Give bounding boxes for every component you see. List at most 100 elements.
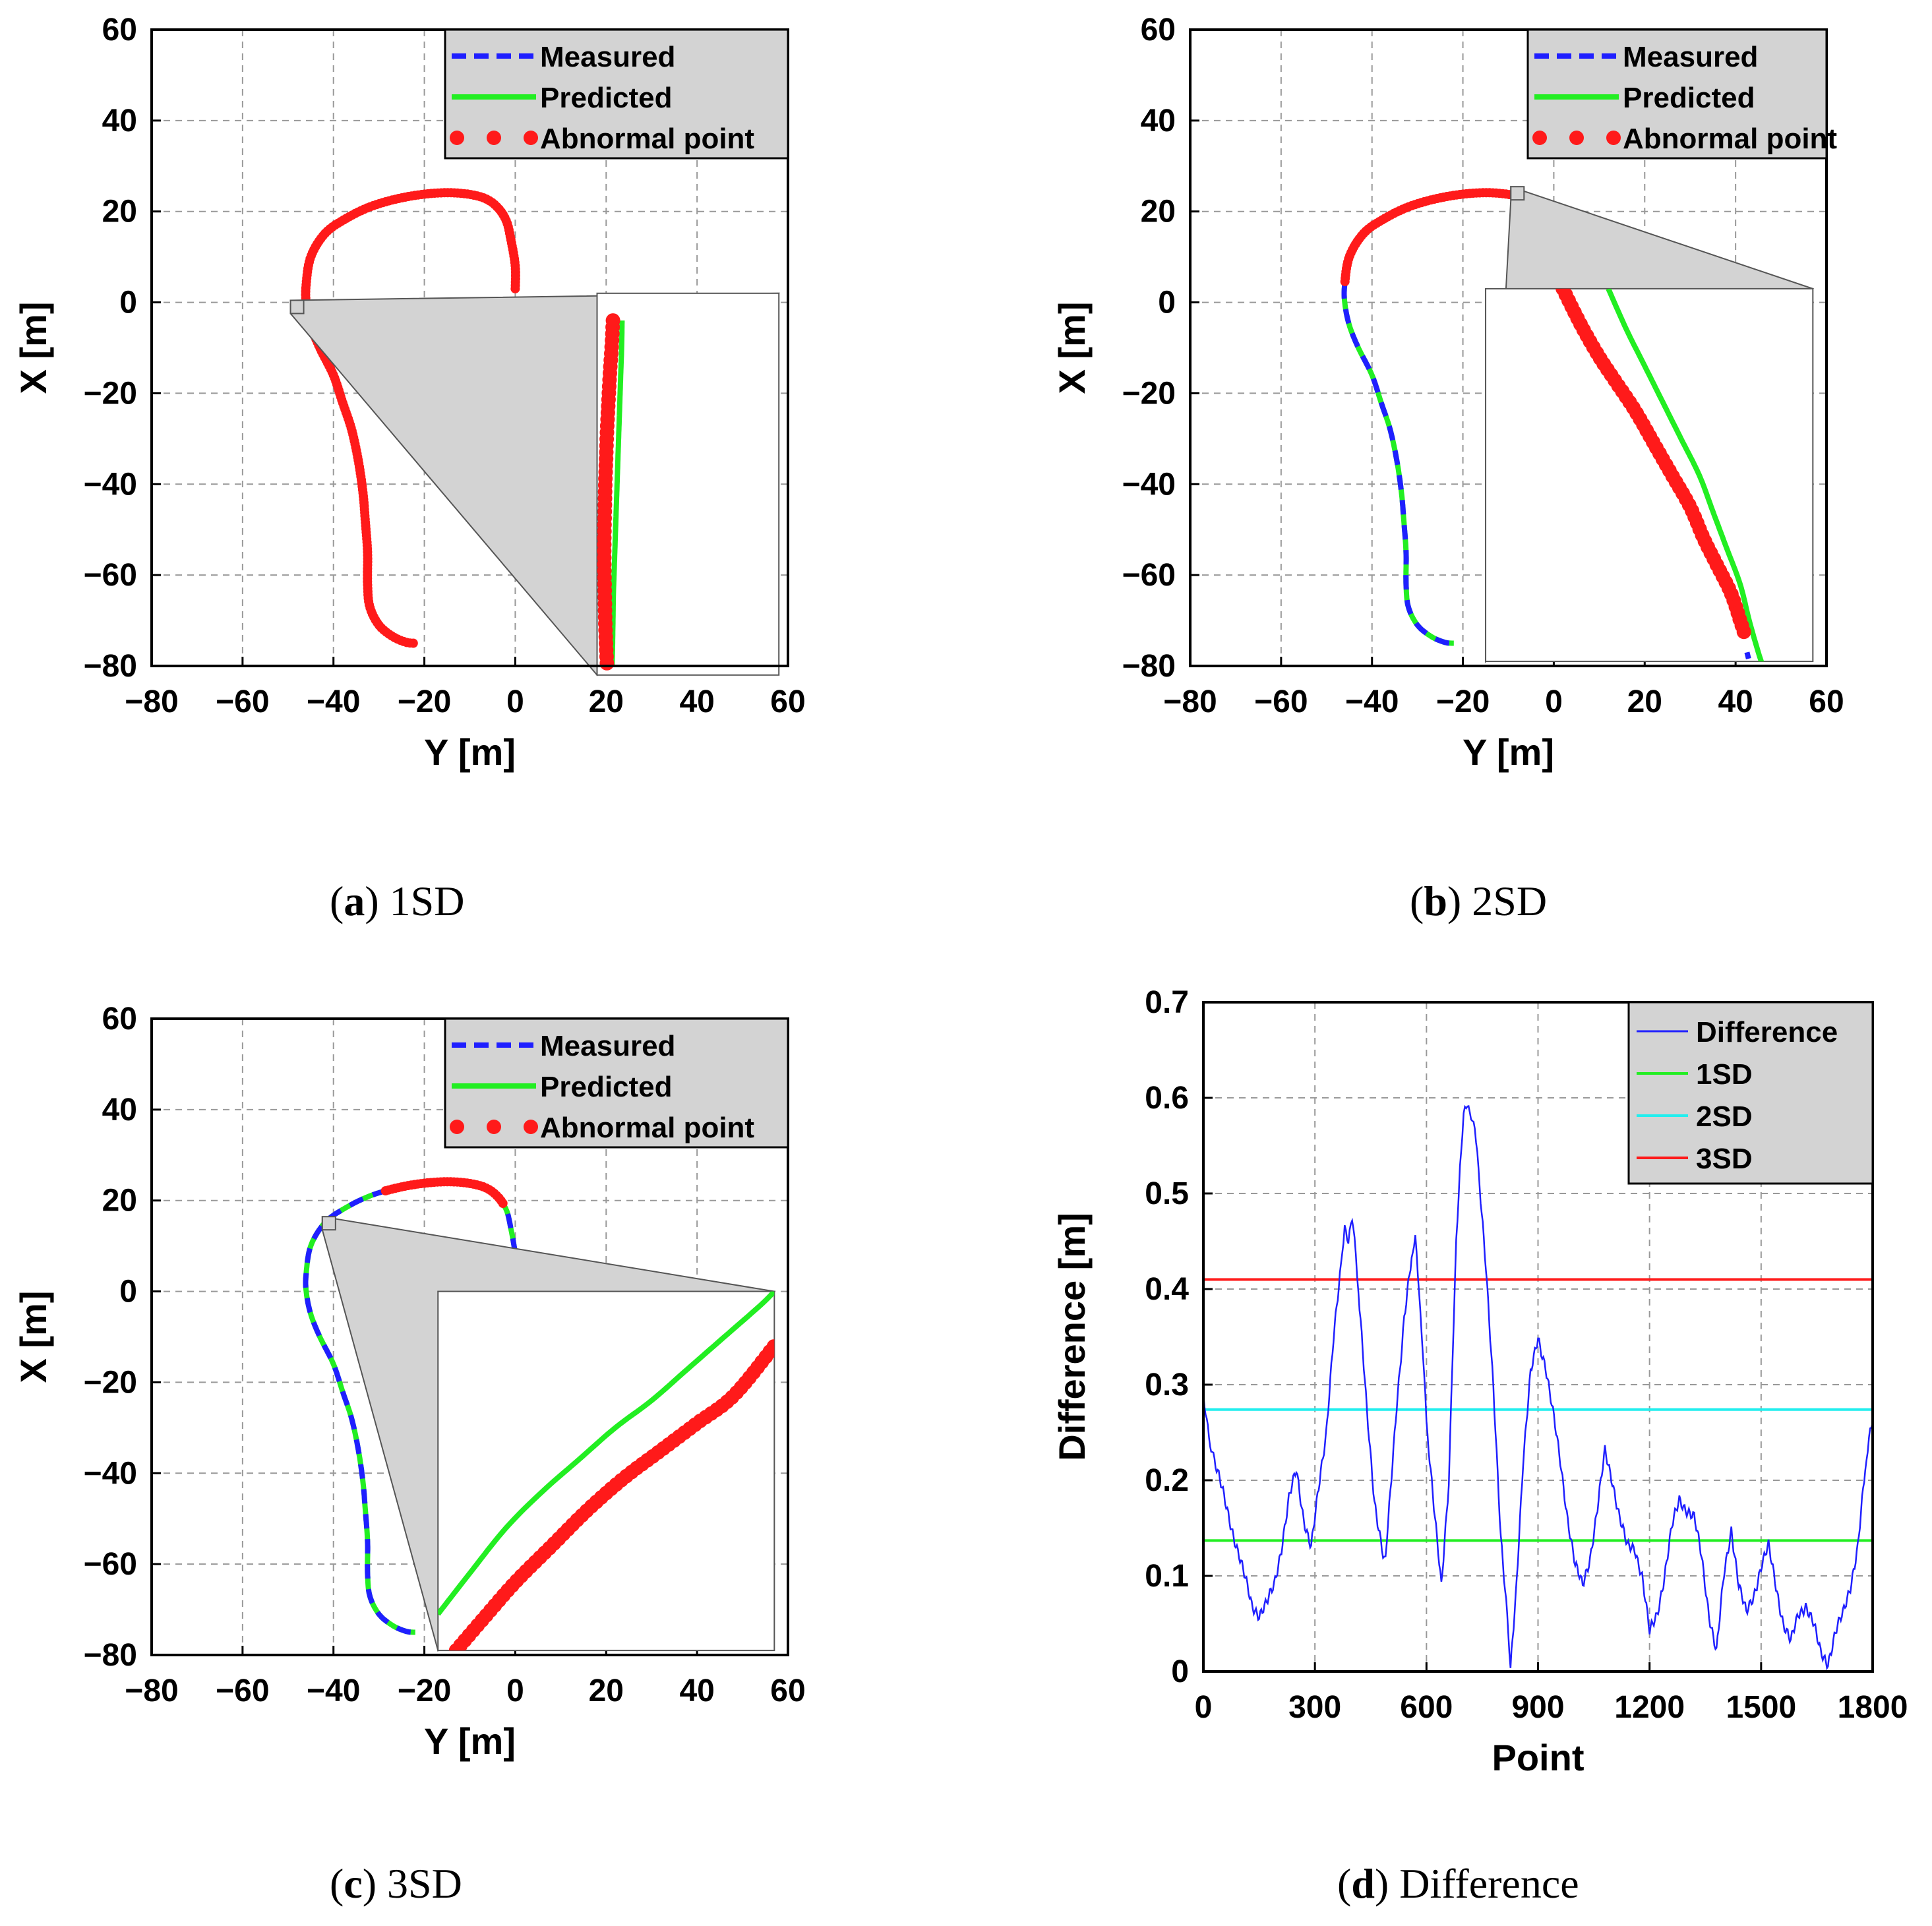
y-tick-label: 0 xyxy=(1158,286,1176,320)
y-tick-label: −20 xyxy=(84,376,137,411)
difference-line xyxy=(1202,1104,1874,1671)
inset-abnormal-point xyxy=(1736,624,1751,640)
legend-label: Predicted xyxy=(540,1071,673,1103)
legend-label: Predicted xyxy=(1623,82,1755,114)
x-tick-label: −20 xyxy=(398,684,451,719)
zoom-region xyxy=(1510,186,1525,201)
x-axis-label: Y [m] xyxy=(1463,731,1554,773)
y-tick-label: −80 xyxy=(1122,649,1176,684)
trajectory-chart-1sd: −80 −60 −40 −20 0 20 40 60 −80 −60 −40 −20 0 20 40 60 Y … xyxy=(13,13,806,773)
inset-predicted-line xyxy=(1606,288,1765,662)
y-tick-label: −60 xyxy=(84,558,137,593)
measured-line xyxy=(303,1179,518,1635)
legend-dot xyxy=(487,1120,501,1134)
x-tick-label: 600 xyxy=(1400,1690,1453,1725)
y-axis-label: X [m] xyxy=(13,302,54,394)
y-tick-label: −80 xyxy=(84,649,137,684)
chart-panel-a: −80 −60 −40 −20 0 20 40 60 −80 −60 −40 −20 0 20 40 60 Y … xyxy=(0,0,966,778)
y-tick-label: 0 xyxy=(119,1275,137,1309)
chart-panel-b: −80 −60 −40 −20 0 20 40 60 −80 −60 −40 −20 0 20 40 60 Y … xyxy=(1051,0,1932,778)
legend-dot xyxy=(524,1120,538,1134)
x-axis-label: Point xyxy=(1492,1737,1585,1778)
x-tick-label: 20 xyxy=(1627,684,1662,719)
inset-frame xyxy=(596,292,780,676)
legend-dot xyxy=(450,1120,464,1134)
zoom-region xyxy=(289,299,305,315)
y-tick-label: 60 xyxy=(102,1002,137,1037)
legend-label: Abnormal point xyxy=(1623,123,1837,155)
y-axis-label: Difference [m] xyxy=(1051,1213,1093,1461)
y-tick-label: 0.7 xyxy=(1145,985,1189,1020)
legend-box xyxy=(444,1017,789,1149)
x-tick-label: 1800 xyxy=(1838,1690,1908,1725)
y-tick-label: 40 xyxy=(102,1093,137,1128)
y-tick-label: −80 xyxy=(84,1638,137,1673)
legend-label: 1SD xyxy=(1696,1058,1753,1091)
x-tick-label: 0 xyxy=(1545,684,1563,719)
y-tick-label: −40 xyxy=(84,467,137,502)
x-tick-label: 40 xyxy=(679,1673,714,1708)
x-tick-label: 1200 xyxy=(1614,1690,1685,1725)
caption-d: (d) Difference xyxy=(1337,1860,1579,1907)
chart-panel-d: 0 300 600 900 1200 1500 1800 0 0.1 0.2 0.3 0.4 0.5 0.… xyxy=(1051,969,1932,1807)
x-tick-label: 0 xyxy=(506,1673,524,1708)
y-tick-label: 40 xyxy=(1141,104,1176,138)
x-tick-label: −20 xyxy=(1436,684,1490,719)
y-tick-label: 0 xyxy=(1171,1654,1189,1689)
inset-content xyxy=(597,313,625,671)
y-tick-label: −60 xyxy=(1122,558,1176,593)
x-tick-label: −40 xyxy=(307,1673,360,1708)
chart-panel-c: −80 −60 −40 −20 0 20 40 60 −80 −60 −40 −20 0 20 40 60 Y … xyxy=(0,989,966,1767)
caption-a: (a) 1SD xyxy=(330,878,465,924)
legend-label: Difference xyxy=(1696,1016,1838,1048)
difference-chart: 0 300 600 900 1200 1500 1800 0 0.1 0.2 0.3 0.4 0.5 0.… xyxy=(1051,985,1908,1778)
inset-abnormal-points xyxy=(1555,288,1751,640)
x-tick-label: −40 xyxy=(1345,684,1399,719)
x-tick-label: −80 xyxy=(1163,684,1217,719)
plot-frame xyxy=(1202,1001,1874,1673)
y-tick-label: 60 xyxy=(1141,13,1176,47)
legend-label: Measured xyxy=(540,41,675,73)
y-tick-label: 0.4 xyxy=(1145,1272,1189,1307)
inset-content xyxy=(1555,288,1765,662)
x-tick-label: −60 xyxy=(216,684,269,719)
inset-predicted-line xyxy=(438,1291,775,1616)
y-tick-label: 20 xyxy=(102,195,137,229)
x-tick-label: −60 xyxy=(1254,684,1308,719)
y-tick-label: 0.3 xyxy=(1145,1368,1189,1402)
y-tick-label: −40 xyxy=(1122,467,1176,502)
abnormal-points xyxy=(301,188,520,648)
x-tick-label: 1500 xyxy=(1726,1690,1796,1725)
measured-line xyxy=(1341,190,1557,646)
x-axis-label: Y [m] xyxy=(424,731,516,773)
legend-label: Predicted xyxy=(540,82,673,114)
y-tick-label: −40 xyxy=(84,1456,137,1491)
y-tick-label: 60 xyxy=(102,13,137,47)
x-tick-label: 40 xyxy=(679,684,714,719)
y-tick-label: 0.2 xyxy=(1145,1463,1189,1498)
legend-label: Measured xyxy=(1623,41,1758,73)
legend-dot xyxy=(1532,131,1547,145)
legend-swatch-abnormal xyxy=(450,131,538,145)
legend-label: 2SD xyxy=(1696,1100,1753,1133)
x-tick-label: 40 xyxy=(1718,684,1753,719)
x-tick-label: 0 xyxy=(1195,1690,1213,1725)
legend-label: 3SD xyxy=(1696,1143,1753,1175)
legend-box xyxy=(1627,1001,1874,1185)
trajectory-chart-2sd: −80 −60 −40 −20 0 20 40 60 −80 −60 −40 −20 0 20 40 60 Y … xyxy=(1051,13,1844,773)
legend-dot xyxy=(1569,131,1584,145)
y-tick-label: −20 xyxy=(84,1365,137,1400)
x-tick-label: 60 xyxy=(770,1673,805,1708)
y-tick-label: 0 xyxy=(119,286,137,320)
y-axis-label: X [m] xyxy=(13,1291,54,1383)
legend-label: Abnormal point xyxy=(540,1112,754,1144)
zoom-region xyxy=(321,1216,336,1231)
inset-predicted-line xyxy=(609,320,625,667)
inset-abnormal-points xyxy=(448,1339,775,1651)
inset-abnormal-point xyxy=(599,655,615,671)
caption-b: (b) 2SD xyxy=(1410,878,1548,924)
legend-dot xyxy=(487,131,501,145)
x-tick-label: 60 xyxy=(770,684,805,719)
x-tick-label: 20 xyxy=(589,1673,624,1708)
x-tick-label: −20 xyxy=(398,1673,451,1708)
